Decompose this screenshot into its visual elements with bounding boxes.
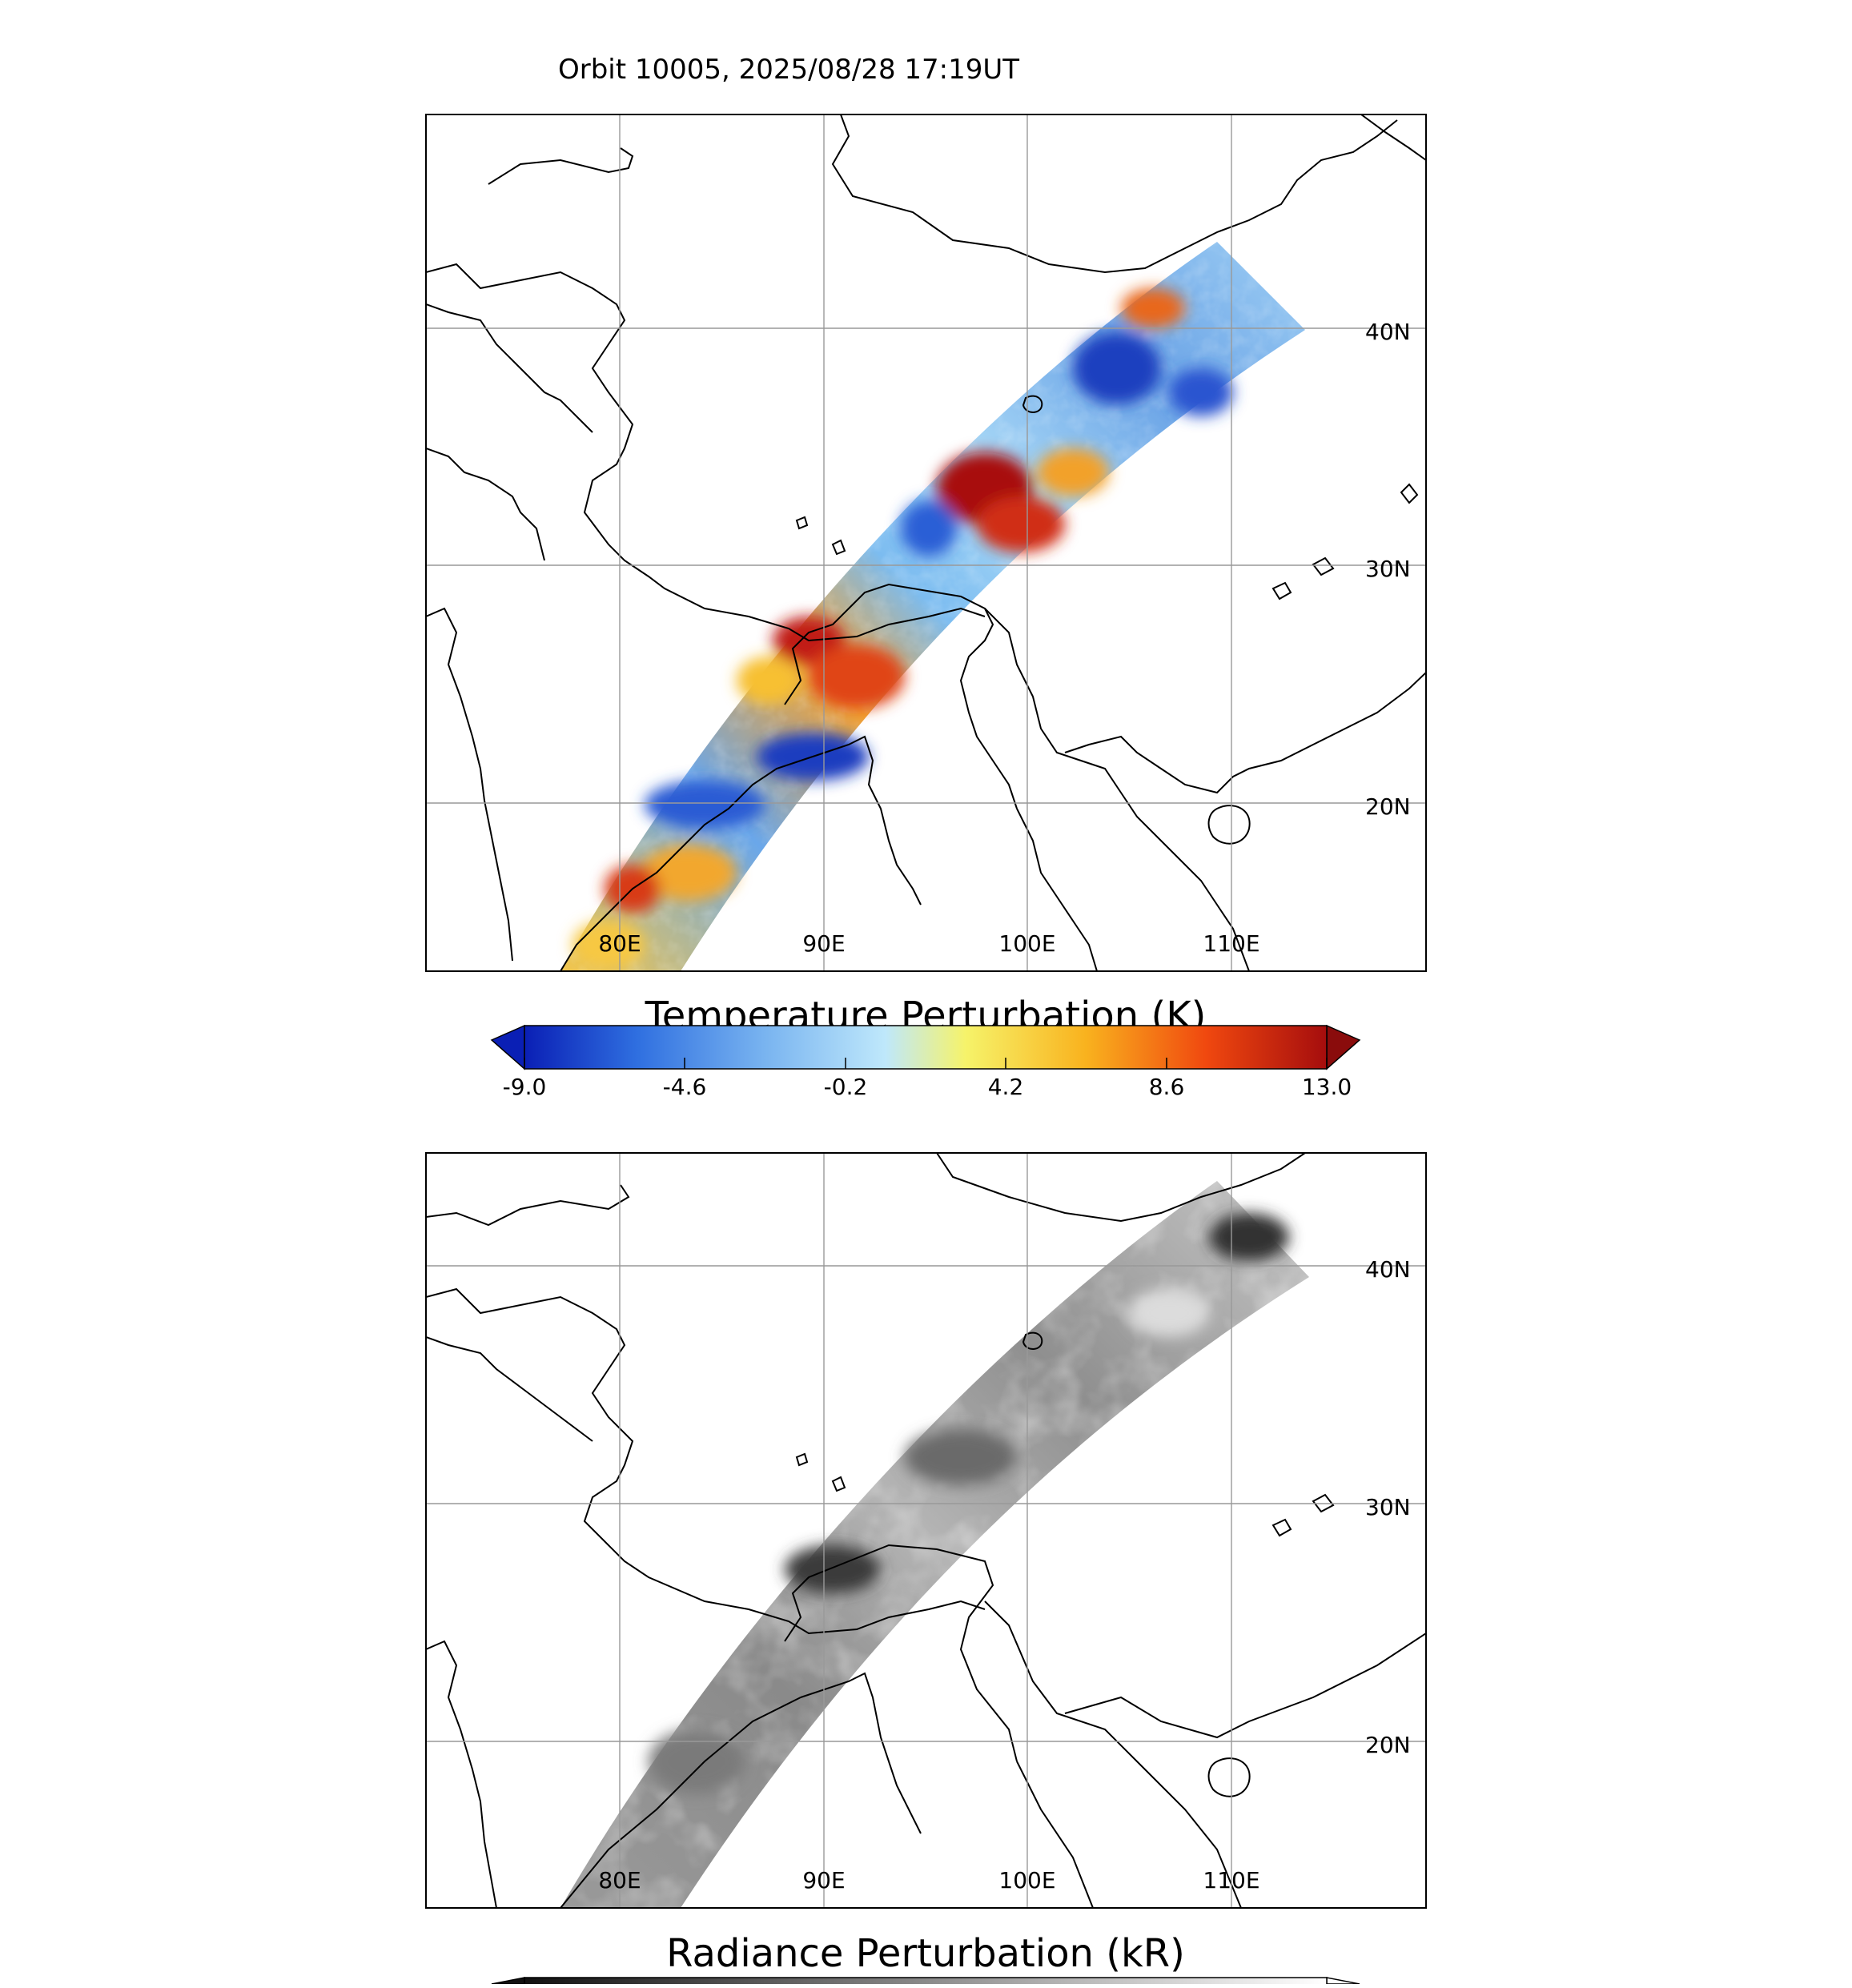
lon-label-100e: 100E xyxy=(998,930,1055,957)
temperature-swath xyxy=(560,242,1305,971)
radiance-colorbar: Radiance Perturbation (kR) xyxy=(491,1931,1360,1988)
lon-label-110e: 110E xyxy=(1203,1867,1259,1894)
colorbar-max-extend-arrow xyxy=(1326,1024,1361,1070)
lat-label-40n: 40N xyxy=(1365,1256,1411,1283)
radiance-swath xyxy=(560,1181,1309,1908)
radiance-coastlines xyxy=(426,1153,1426,1908)
radiance-map-area xyxy=(426,1153,1426,1908)
lat-label-30n: 30N xyxy=(1365,556,1411,582)
colorbar-tick-label: -4.6 xyxy=(663,1074,707,1100)
temperature-coastlines xyxy=(426,114,1426,971)
lon-label-80e: 80E xyxy=(598,930,641,957)
lon-label-80e: 80E xyxy=(598,1867,641,1894)
colorbar-tick-label: -0.2 xyxy=(824,1074,868,1100)
lat-label-30n: 30N xyxy=(1365,1494,1411,1520)
colorbar-min-extend-arrow xyxy=(490,1024,525,1070)
temperature-map-area xyxy=(426,114,1426,971)
lon-label-100e: 100E xyxy=(998,1867,1055,1894)
radiance-graticule xyxy=(426,1153,1426,1908)
lon-label-110e: 110E xyxy=(1203,930,1259,957)
colorbar-min-extend-arrow xyxy=(491,1977,525,1985)
figure-title: Orbit 10005, 2025/08/28 17:19UT xyxy=(558,54,1019,86)
temperature-map-panel: 40N 30N 20N 80E 90E 100E 110E xyxy=(425,114,1427,972)
temperature-colorbar-gradient xyxy=(524,1025,1328,1070)
radiance-colorbar-title: Radiance Perturbation (kR) xyxy=(666,1931,1185,1976)
colorbar-max-extend-arrow xyxy=(1326,1977,1360,1985)
colorbar-tick-label: 4.2 xyxy=(988,1074,1024,1100)
lon-label-90e: 90E xyxy=(802,930,845,957)
colorbar-tick-label: 8.6 xyxy=(1149,1074,1185,1100)
temperature-graticule xyxy=(426,114,1426,971)
temperature-colorbar: Temperature Perturbation (K) -9.0 -4.6 -… xyxy=(490,994,1361,1100)
lon-label-90e: 90E xyxy=(802,1867,845,1894)
colorbar-tick-label: -9.0 xyxy=(503,1074,547,1100)
colorbar-tick-label: 13.0 xyxy=(1302,1074,1352,1100)
radiance-map-panel: 40N 30N 20N 80E 90E 100E 110E xyxy=(425,1152,1427,1909)
temperature-map-frame xyxy=(425,114,1427,972)
lat-label-20n: 20N xyxy=(1365,793,1411,820)
radiance-map-frame xyxy=(425,1152,1427,1909)
lat-label-40n: 40N xyxy=(1365,319,1411,345)
radiance-colorbar-gradient xyxy=(524,1977,1328,1988)
lat-label-20n: 20N xyxy=(1365,1732,1411,1758)
